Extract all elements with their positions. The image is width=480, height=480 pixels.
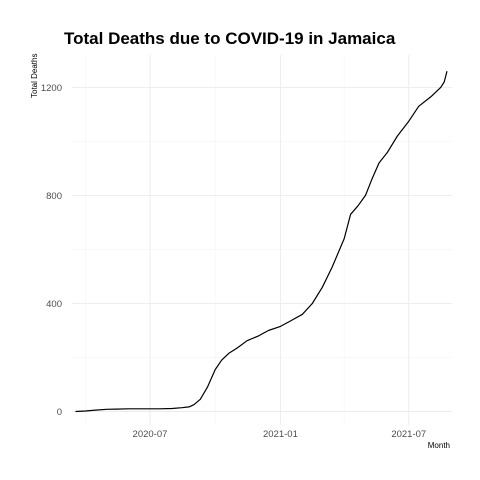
y-tick-label: 800 xyxy=(46,191,62,202)
y-axis-ticks: 0 400 800 1200 xyxy=(41,83,62,418)
y-tick-label: 0 xyxy=(57,407,62,418)
total-deaths-line xyxy=(75,71,448,413)
series-group xyxy=(75,71,448,413)
chart-title: Total Deaths due to COVID-19 in Jamaica xyxy=(64,29,396,48)
y-axis-label: Total Deaths xyxy=(30,54,39,98)
grid xyxy=(72,55,452,425)
y-tick-label: 400 xyxy=(46,299,62,310)
x-tick-label: 2021-01 xyxy=(263,429,298,440)
x-tick-label: 2021-07 xyxy=(391,429,426,440)
x-tick-label: 2020-07 xyxy=(133,429,168,440)
x-axis-label: Month xyxy=(428,441,450,450)
x-axis-ticks: 2020-07 2021-01 2021-07 xyxy=(133,429,427,440)
y-tick-label: 1200 xyxy=(41,83,62,94)
